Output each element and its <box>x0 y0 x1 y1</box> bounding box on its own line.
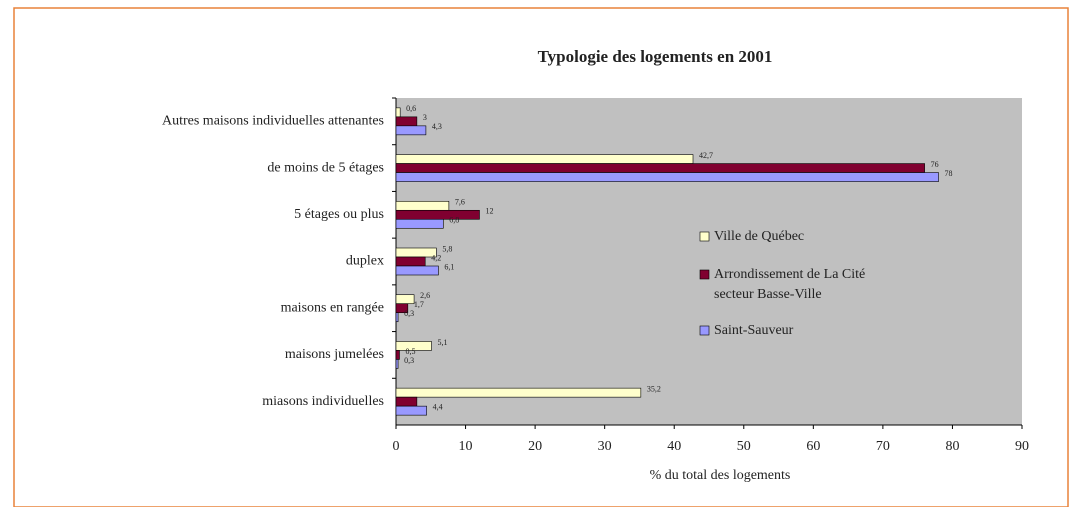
legend-swatch <box>699 325 710 336</box>
value-label: 4,3 <box>432 122 442 131</box>
value-label: 12 <box>485 207 493 216</box>
value-label: 42,7 <box>699 151 713 160</box>
x-tick-label: 40 <box>667 439 681 454</box>
value-label: 4,4 <box>433 402 443 411</box>
x-tick-label: 50 <box>737 439 751 454</box>
x-tick-label: 30 <box>598 439 612 454</box>
value-label: 78 <box>945 169 953 178</box>
bar <box>395 116 418 127</box>
x-tick-label: 80 <box>945 439 959 454</box>
bar <box>395 359 399 369</box>
y-tick-label: de moins de 5 étages <box>267 160 384 175</box>
y-tick-label: maisons en rangée <box>281 300 384 315</box>
bar <box>395 350 400 360</box>
y-tick-label: Autres maisons individuelles attenantes <box>162 114 384 129</box>
x-tick-label: 20 <box>528 439 542 454</box>
bar <box>395 405 427 416</box>
x-tick-label: 10 <box>459 439 473 454</box>
bar <box>395 387 642 398</box>
bar <box>395 107 401 118</box>
bar <box>395 163 925 173</box>
y-tick-label: duplex <box>346 254 384 269</box>
bar <box>395 294 415 305</box>
plot-area <box>396 98 1022 425</box>
bar <box>395 303 409 314</box>
legend-swatch <box>699 231 710 242</box>
x-tick-label: 70 <box>876 439 890 454</box>
bar <box>395 154 694 164</box>
value-label: 4,2 <box>431 253 441 262</box>
value-label: 6,8 <box>449 216 459 225</box>
value-label: 2,6 <box>420 291 430 300</box>
chart-title: Typologie des logements en 2001 <box>538 47 773 66</box>
y-tick-label: 5 étages ou plus <box>294 207 384 222</box>
bar <box>395 200 450 211</box>
x-tick-label: 0 <box>393 439 400 454</box>
bar <box>395 209 480 220</box>
value-label: 1,7 <box>414 300 424 309</box>
bar <box>395 265 439 276</box>
value-label: 0,5 <box>405 347 415 356</box>
value-label: 3 <box>423 113 427 122</box>
legend-swatch <box>699 269 710 280</box>
bar <box>395 125 427 136</box>
value-label: 5,8 <box>442 244 452 253</box>
y-tick-label: maisons jumelées <box>285 347 384 362</box>
value-label: 35,2 <box>647 384 661 393</box>
bar <box>395 396 418 407</box>
legend-label: Arrondissement de La Cité secteur Basse-V… <box>714 267 865 302</box>
x-tick-label: 90 <box>1015 439 1029 454</box>
bar <box>395 341 432 351</box>
bar <box>395 256 426 267</box>
value-label: 6,1 <box>444 262 454 271</box>
value-label: 5,1 <box>437 338 447 347</box>
bar <box>395 218 444 229</box>
value-label: 7,6 <box>455 198 465 207</box>
frame <box>13 7 1069 507</box>
x-tick-label: 60 <box>806 439 820 454</box>
y-tick-label: miasons individuelles <box>262 394 384 409</box>
value-label: 76 <box>931 160 939 169</box>
legend-label: Saint-Sauveur <box>714 323 794 338</box>
value-label: 0,3 <box>404 309 414 318</box>
value-label: 0,3 <box>404 356 414 365</box>
bar <box>395 312 399 323</box>
value-label: 0,6 <box>406 104 416 113</box>
bar <box>395 172 939 182</box>
legend-label: Ville de Québec <box>714 229 804 244</box>
x-axis-title: % du total des logements <box>650 468 791 483</box>
